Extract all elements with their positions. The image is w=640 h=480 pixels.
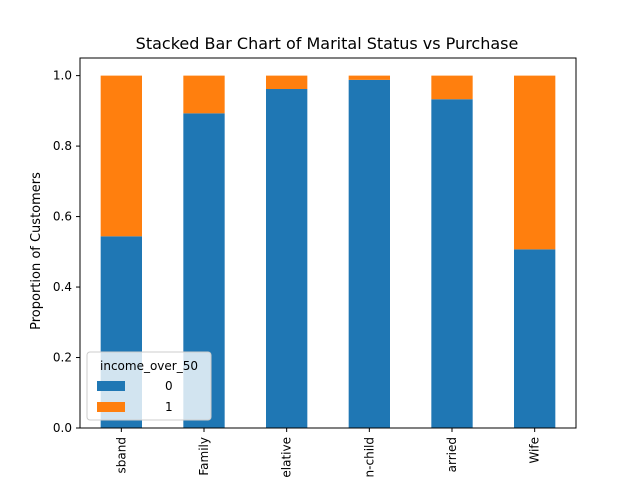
legend: income_over_50 0 1 (86, 351, 212, 421)
y-tick-label: 0.4 (53, 280, 72, 294)
y-tick-label: 1.0 (53, 69, 72, 83)
y-axis-label: Proportion of Customers (29, 172, 44, 330)
y-tick-label: 0.8 (53, 139, 72, 153)
x-tick-label: Wife (528, 437, 542, 464)
bar-n-child-series-1 (348, 75, 390, 80)
bar-n-child-series-0 (348, 79, 390, 428)
legend-swatch (97, 402, 125, 412)
bar-elative-series-1 (266, 75, 308, 90)
legend-label: 0 (165, 379, 173, 393)
legend-title: income_over_50 (100, 359, 198, 373)
legend-swatch (97, 381, 125, 391)
y-tick-label: 0.2 (53, 351, 72, 365)
bar-sband-series-1 (100, 75, 142, 237)
y-tick-label: 0.6 (53, 210, 72, 224)
x-tick-label: sband (114, 437, 128, 473)
x-tick-label: Family (197, 437, 211, 476)
x-tick-label: elative (280, 437, 294, 478)
x-tick-label: n-child (362, 437, 376, 477)
bar-elative-series-0 (266, 89, 308, 428)
bar-Wife-series-1 (514, 75, 556, 250)
bar-Wife-series-0 (514, 249, 556, 428)
legend-label: 1 (165, 400, 173, 414)
chart-title: Stacked Bar Chart of Marital Status vs P… (136, 34, 519, 53)
x-tick-label: arried (445, 437, 459, 472)
bar-arried-series-1 (431, 75, 473, 100)
bar-arried-series-0 (431, 99, 473, 428)
plot-frame (79, 57, 577, 429)
y-tick-label: 0.0 (53, 421, 72, 435)
bar-Family-series-1 (183, 75, 225, 114)
